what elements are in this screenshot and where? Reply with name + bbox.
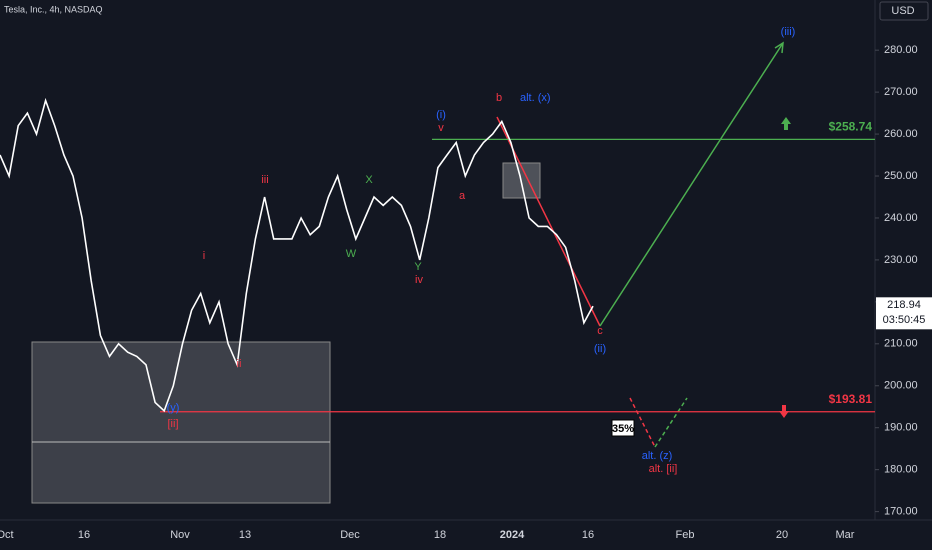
- wave-label: (iii): [781, 26, 796, 38]
- wave-label: alt. [ii]: [649, 463, 678, 475]
- wave-label: v: [438, 122, 444, 134]
- price-tag-label: 218.94: [887, 299, 921, 311]
- alt-dash-red: [629, 397, 656, 448]
- x-tick-label: Oct: [0, 529, 14, 541]
- target-zone: [31, 341, 331, 504]
- wave-label: (i): [436, 109, 446, 121]
- x-tick-label: 13: [239, 529, 251, 541]
- y-tick-label: 170.00: [884, 506, 918, 518]
- x-tick-label: Mar: [836, 529, 855, 541]
- x-tick-label: 16: [582, 529, 594, 541]
- price-countdown: 03:50:45: [883, 314, 926, 326]
- wave-label: i: [203, 250, 205, 262]
- level-label: $193.81: [829, 392, 873, 406]
- x-tick-label: 2024: [500, 529, 525, 541]
- price-line: [0, 97, 594, 413]
- wave-label: a: [459, 190, 466, 202]
- y-tick-label: 200.00: [884, 380, 918, 392]
- wave-label: (y): [167, 402, 180, 414]
- y-tick-label: 250.00: [884, 170, 918, 182]
- y-tick-label: 260.00: [884, 128, 918, 140]
- x-tick-label: Nov: [170, 529, 190, 541]
- alt-dash-green: [654, 397, 688, 448]
- probability: 35%: [612, 423, 634, 435]
- y-tick-label: 230.00: [884, 254, 918, 266]
- price-tag: [876, 297, 932, 330]
- wave-label: [ii]: [168, 418, 179, 430]
- wave-label: (ii): [594, 343, 606, 355]
- y-tick-label: 270.00: [884, 86, 918, 98]
- up-arrow: [781, 117, 791, 130]
- wave-label: c: [597, 325, 603, 337]
- wave-label: alt. (z): [642, 450, 673, 462]
- wave-label: b: [496, 92, 502, 104]
- x-tick-label: 18: [434, 529, 446, 541]
- probability-box: [611, 419, 635, 437]
- y-tick-label: 180.00: [884, 464, 918, 476]
- wave-label: alt. (x): [520, 92, 551, 104]
- wave-label: X: [365, 174, 373, 186]
- currency: USD: [891, 5, 914, 17]
- level-label: $258.74: [829, 120, 873, 134]
- wave-label: iv: [415, 274, 423, 286]
- wave-label: ii: [237, 358, 242, 370]
- x-tick-label: 20: [776, 529, 788, 541]
- x-tick-label: Feb: [676, 529, 695, 541]
- currency-box: [879, 1, 929, 21]
- x-tick-label: Dec: [340, 529, 360, 541]
- y-tick-label: 190.00: [884, 422, 918, 434]
- y-tick-label: 280.00: [884, 44, 918, 56]
- arrow-head: [774, 41, 784, 54]
- chart-title: Tesla, Inc., 4h, NASDAQ: [4, 4, 103, 14]
- wave-label: Y: [414, 261, 422, 273]
- wave-label: iii: [261, 174, 268, 186]
- wave-label: W: [346, 248, 357, 260]
- y-tick-label: 240.00: [884, 212, 918, 224]
- projection-line: [599, 42, 784, 327]
- x-tick-label: 16: [78, 529, 90, 541]
- y-tick-label: 210.00: [884, 338, 918, 350]
